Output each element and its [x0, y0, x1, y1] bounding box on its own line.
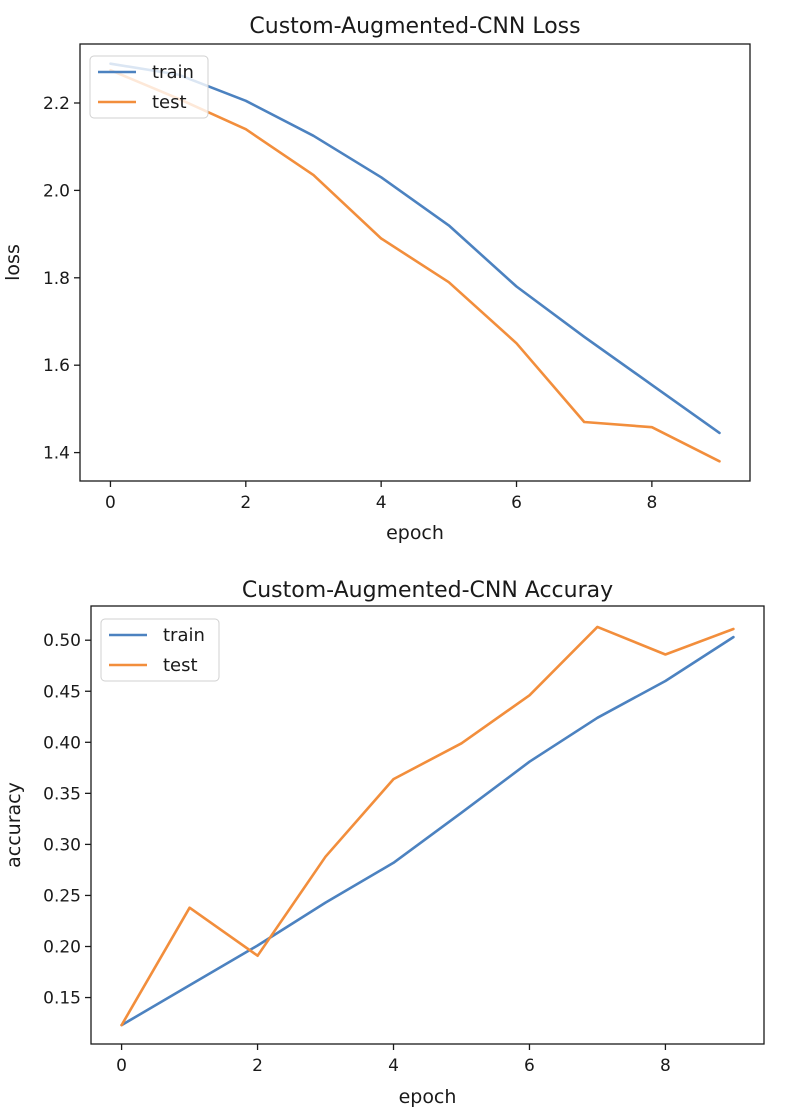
loss-x-tick-label: 4 [376, 493, 387, 513]
accuracy-x-tick-label: 4 [388, 1056, 399, 1076]
accuracy-x-tick-label: 6 [524, 1056, 535, 1076]
loss-legend-label-train: train [152, 62, 194, 83]
accuracy-series-line-train [120, 635, 735, 1027]
loss-chart-title: Custom-Augmented-CNN Loss [249, 14, 580, 39]
accuracy-y-tick-label: 0.25 [43, 886, 81, 906]
loss-x-tick-label: 0 [105, 493, 116, 513]
accuracy-x-tick-label: 8 [660, 1056, 671, 1076]
loss-y-tick-label: 1.6 [43, 356, 70, 376]
accuracy-x-tick-label: 2 [252, 1056, 263, 1076]
accuracy-legend-label-train: train [163, 625, 205, 646]
loss-y-axis-label: loss [2, 244, 24, 281]
accuracy-chart-title: Custom-Augmented-CNN Accuray [242, 578, 613, 603]
accuracy-series-line-test [120, 625, 735, 1027]
accuracy-y-tick-label: 0.15 [43, 989, 81, 1009]
accuracy-y-axis-label: accuracy [3, 782, 25, 868]
accuracy-y-tick-label: 0.20 [43, 937, 81, 957]
loss-series-line-train [109, 62, 721, 435]
accuracy-y-tick-label: 0.40 [43, 733, 81, 753]
accuracy-y-tick-label: 0.35 [43, 784, 81, 804]
accuracy-x-axis-label: epoch [399, 1086, 457, 1108]
accuracy-legend-label-test: test [163, 655, 198, 676]
loss-y-tick-label: 2.0 [43, 181, 70, 201]
accuracy-x-tick-label: 0 [116, 1056, 127, 1076]
loss-x-tick-label: 8 [646, 493, 657, 513]
loss-y-tick-label: 1.4 [43, 444, 70, 464]
loss-x-tick-label: 6 [511, 493, 522, 513]
accuracy-y-tick-label: 0.30 [43, 835, 81, 855]
loss-legend-label-test: test [152, 92, 187, 113]
accuracy-plot-frame [90, 605, 765, 1045]
accuracy-y-tick-label: 0.45 [43, 682, 81, 702]
loss-y-tick-label: 2.2 [43, 94, 70, 114]
loss-y-tick-label: 1.8 [43, 269, 70, 289]
loss-series-line-test [109, 68, 721, 463]
loss-plot-frame [79, 43, 751, 482]
accuracy-y-tick-label: 0.50 [43, 631, 81, 651]
loss-x-axis-label: epoch [386, 522, 444, 544]
loss-x-tick-label: 2 [240, 493, 251, 513]
